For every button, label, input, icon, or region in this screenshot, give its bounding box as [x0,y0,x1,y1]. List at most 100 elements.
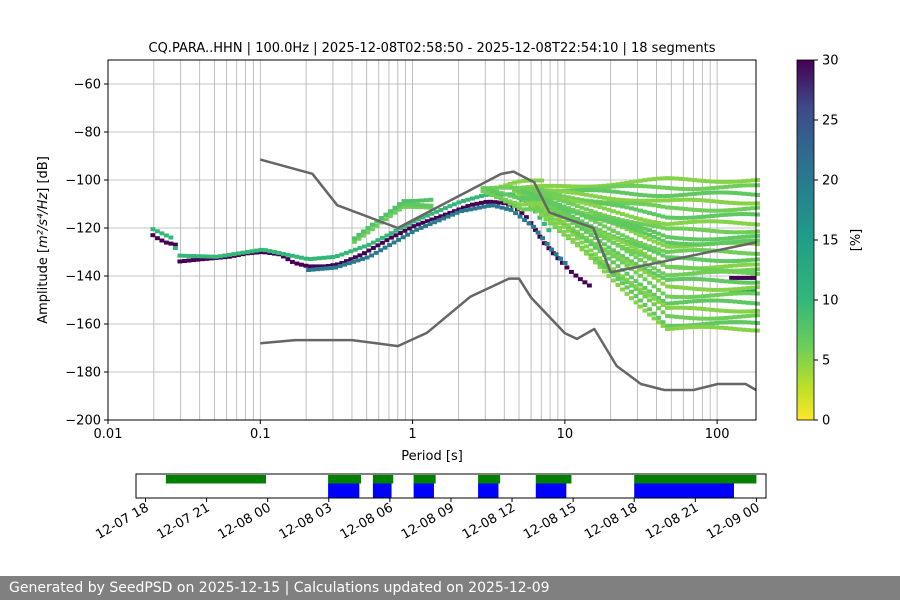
psd-cell [642,202,648,207]
psd-cell [584,226,589,231]
psd-cell [723,268,729,273]
psd-cell [696,298,702,303]
psd-cell [692,227,697,232]
psd-cell [755,233,760,238]
psd-cell [692,316,697,321]
timeline-blue-segment [535,483,567,498]
psd-cell [624,201,630,206]
footer-updated: Calculations updated on 2025-12-09 [293,580,550,596]
psd-cell [525,191,531,196]
psd-cell [705,214,711,219]
psd-cell [665,205,670,210]
psd-cell [723,320,729,325]
psd-cell [593,260,598,265]
psd-cell [737,291,742,296]
psd-cell [285,252,291,257]
psd-cell [669,326,675,331]
psd-cell [579,219,585,224]
psd-cell [633,278,639,283]
psd-cell [489,185,495,190]
psd-cell [696,219,702,224]
psd-cell [552,188,558,193]
psd-cell [651,203,657,208]
psd-cell [669,273,675,278]
psd-cell [510,192,516,197]
psd-cell [660,194,666,199]
psd-cell [289,253,295,258]
psd-cell [315,267,321,272]
psd-cell [620,254,625,259]
psd-cell [597,239,603,244]
psd-cell [687,187,693,192]
psd-cell [746,178,751,183]
psd-cell [678,285,684,290]
colorbar-tick-label: 5 [822,354,830,369]
psd-cell [369,227,375,232]
psd-cell [638,244,643,249]
psd-cell [746,300,751,305]
timeline-tick-label: 12-08 09 [399,500,457,542]
psd-cell [584,244,589,249]
psd-cell [588,217,594,222]
psd-cell [516,202,522,207]
psd-cell [559,260,565,265]
psd-cell [674,285,679,290]
psd-cell [728,220,733,225]
psd-cell [361,244,367,249]
psd-cell [570,188,576,193]
psd-cell [534,201,540,206]
psd-cell [674,186,679,191]
psd-cell [516,179,522,184]
psd-cell [683,192,688,197]
psd-cell [537,234,543,239]
psd-cell [683,220,688,225]
psd-cell [678,220,684,225]
psd-cell [433,209,439,214]
psd-cell [525,196,531,201]
psd-cell [692,256,697,261]
psd-cell [588,184,594,189]
psd-cell [728,259,733,264]
psd-cell [543,190,549,195]
x-tick-label: 0.1 [250,427,271,442]
psd-cell [615,277,621,282]
psd-cell [692,325,697,330]
psd-cell [647,177,652,182]
psd-cell [732,207,738,212]
psd-cell [746,183,751,188]
psd-cell [414,227,420,232]
psd-cell [732,201,738,206]
noise-models [259,158,757,392]
psd-cell [410,198,416,203]
psd-cell [624,180,630,185]
psd-cell [620,237,625,242]
psd-cell [566,226,571,231]
psd-cell [615,203,621,208]
psd-cell [710,267,715,272]
psd-cell [541,221,547,226]
psd-cell [351,236,357,241]
psd-cell [521,202,527,207]
psd-cell [546,228,552,233]
psd-cell [660,262,666,267]
psd-cell [705,242,711,247]
psd-cell [674,305,679,310]
psd-cell [543,216,549,221]
timeline-blue-segment [372,483,392,498]
psd-cell [611,202,616,207]
psd-cell [642,254,648,259]
psd-cell [701,324,706,329]
psd-cell [732,250,738,255]
psd-cell [489,188,495,193]
timeline-green-segment [634,475,757,484]
psd-cell [548,204,553,209]
psd-cell [483,199,489,204]
psd-cell [633,284,639,289]
psd-cell [737,221,742,226]
psd-cell [624,183,630,188]
psd-cell [150,227,156,232]
psd-cell [710,190,715,195]
psd-cell [656,185,661,190]
psd-cell [728,320,733,325]
psd-cell [534,178,540,183]
